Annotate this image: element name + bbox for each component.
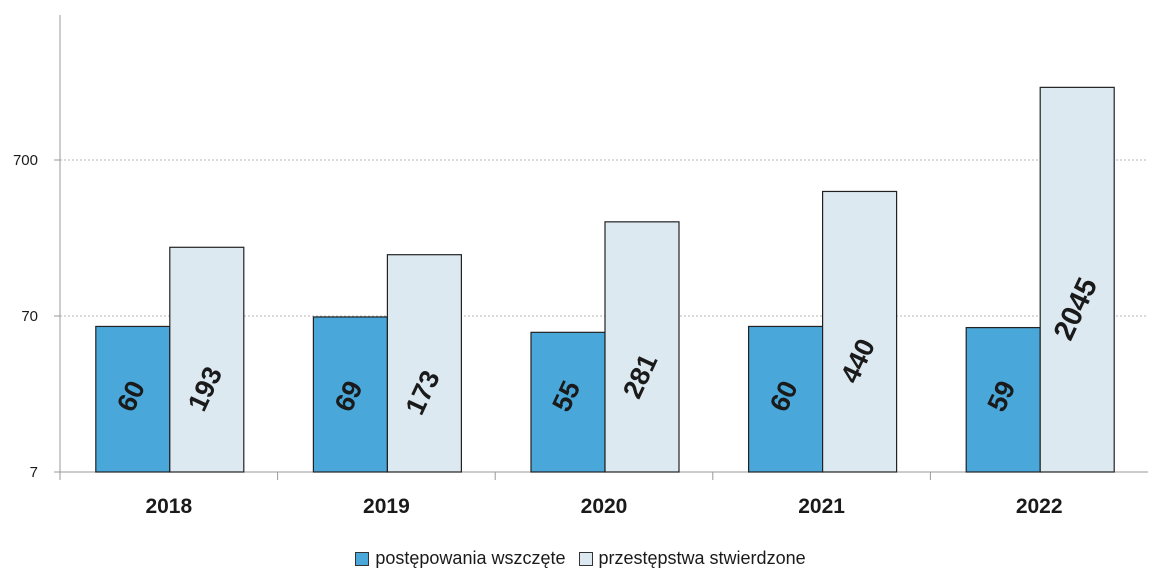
bar-series-1 [965, 326, 1041, 473]
y-tick-label: 70 [21, 308, 38, 325]
bar-series-2 [821, 190, 898, 473]
legend-swatch-series-2 [578, 551, 593, 566]
x-category-label: 2020 [581, 495, 628, 518]
legend: postępowania wszczęte przestępstwa stwie… [0, 548, 1161, 571]
bar-series-2 [604, 221, 680, 473]
bar-series-1 [95, 325, 171, 473]
bar-series-1 [747, 325, 824, 473]
legend-swatch-series-1 [355, 551, 370, 566]
legend-label-series-1: postępowania wszczęte [375, 548, 566, 568]
x-category-label: 2021 [798, 495, 845, 518]
bar-series-2 [386, 254, 462, 473]
legend-label-series-2: przestępstwa stwierdzone [598, 548, 806, 568]
legend-item-series-1: postępowania wszczęte [355, 548, 565, 569]
bar-series-2 [1039, 86, 1115, 473]
y-tick-label: 7 [30, 464, 38, 481]
bar-series-1 [530, 331, 606, 473]
bar-series-1 [312, 316, 388, 473]
legend-item-series-2: przestępstwa stwierdzone [578, 548, 806, 569]
x-category-label: 2019 [363, 495, 410, 518]
x-category-label: 2022 [1016, 495, 1063, 518]
y-tick-label: 700 [13, 152, 38, 169]
x-category-label: 2018 [145, 495, 192, 518]
bar-series-2 [169, 246, 245, 473]
